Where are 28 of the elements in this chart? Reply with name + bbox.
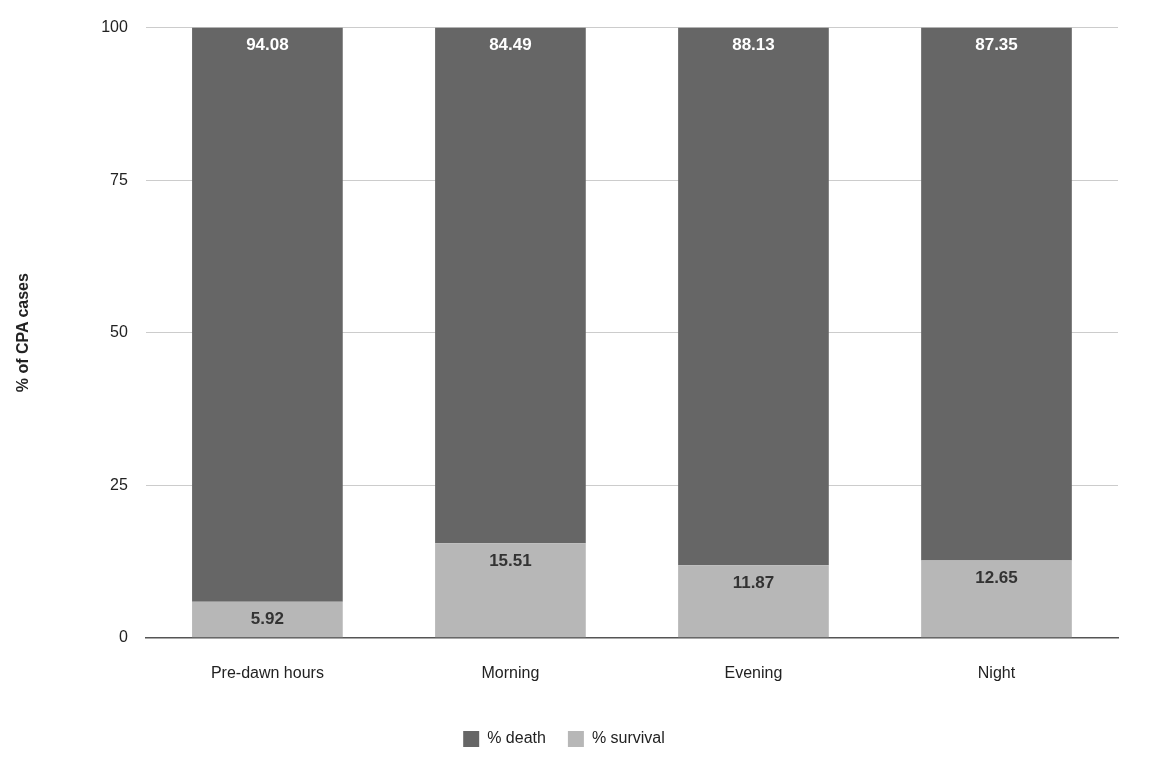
data-label: 94.08 <box>246 35 289 55</box>
data-label: 12.65 <box>975 568 1018 588</box>
data-label: 84.49 <box>489 35 532 55</box>
y-tick-label: 25 <box>110 475 128 493</box>
legend-label: % death <box>487 729 546 747</box>
x-tick-label: Morning <box>481 663 540 681</box>
x-tick-label: Pre-dawn hours <box>210 663 324 681</box>
bar <box>921 27 1072 561</box>
data-label: 5.92 <box>250 609 284 629</box>
x-tick-label: Evening <box>724 663 783 681</box>
bar <box>678 565 829 638</box>
legend-label: % survival <box>591 729 665 747</box>
data-label: 87.35 <box>975 35 1018 55</box>
bar <box>921 560 1072 638</box>
bar <box>435 543 586 638</box>
data-label: 15.51 <box>489 550 532 570</box>
data-label: 88.13 <box>732 35 775 55</box>
y-tick-label: 0 <box>118 628 128 646</box>
y-tick-label: 100 <box>101 18 128 36</box>
bar <box>678 27 829 566</box>
y-axis-title: % of CPA cases <box>14 273 32 393</box>
bar <box>192 27 343 602</box>
data-label: 11.87 <box>732 573 775 593</box>
x-tick-label: Night <box>977 663 1016 681</box>
bar <box>435 27 586 544</box>
y-tick-label: 50 <box>110 323 128 341</box>
y-tick-label: 75 <box>110 170 128 188</box>
bar <box>192 601 343 638</box>
